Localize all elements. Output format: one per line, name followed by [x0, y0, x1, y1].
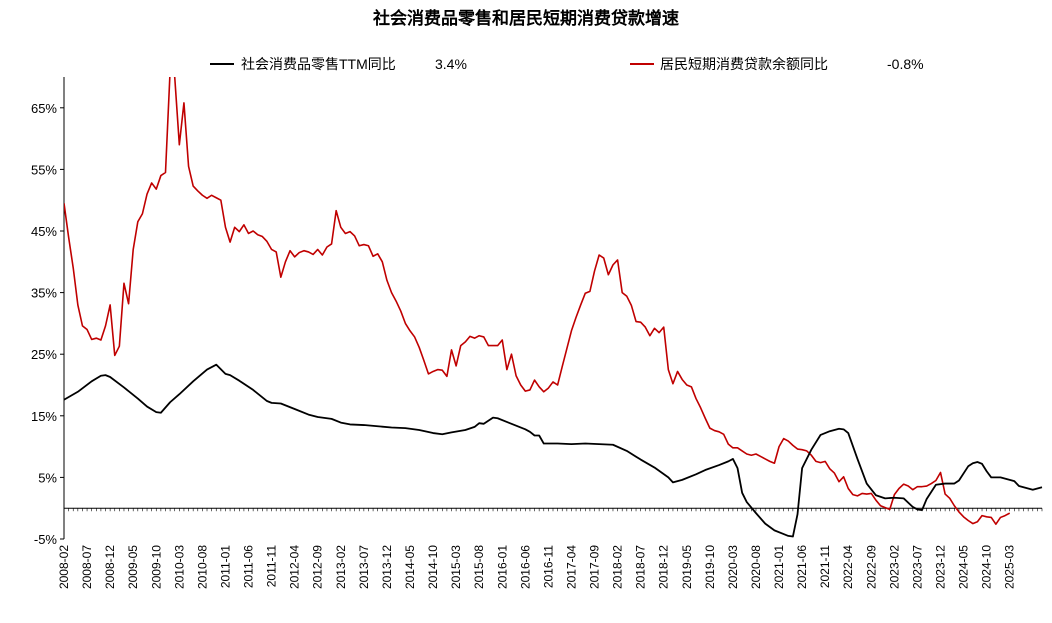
x-tick-label: 2010-03 — [172, 545, 186, 589]
x-tick-label: 2008-12 — [103, 545, 117, 589]
x-tick-label: 2009-05 — [126, 545, 140, 589]
x-tick-label: 2012-04 — [288, 545, 302, 589]
y-tick-label: 35% — [31, 286, 57, 301]
x-tick-label: 2022-04 — [841, 545, 855, 589]
x-tick-label: 2012-09 — [311, 545, 325, 589]
x-tick-label: 2011-06 — [242, 545, 256, 588]
legend-value-retail: 3.4% — [435, 56, 467, 72]
legend-label-loans: 居民短期消费贷款余额同比 — [660, 56, 828, 72]
x-tick-label: 2013-12 — [380, 545, 394, 589]
x-tick-label: 2023-07 — [910, 545, 924, 589]
x-tick-label: 2009-10 — [149, 545, 163, 589]
legend-label-retail: 社会消费品零售TTM同比 — [241, 56, 396, 72]
x-tick-label: 2023-12 — [934, 545, 948, 589]
series-layer — [64, 77, 1043, 538]
x-tick-label: 2016-01 — [495, 545, 509, 589]
x-tick-label: 2018-07 — [634, 545, 648, 589]
series-line-loans — [64, 77, 1011, 526]
x-tick-label: 2010-08 — [195, 545, 209, 589]
y-tick-label: 45% — [31, 224, 57, 239]
y-tick-label: 15% — [31, 409, 57, 424]
x-tick-label: 2011-01 — [218, 545, 232, 588]
x-tick-label: 2013-07 — [357, 545, 371, 589]
x-tick-label: 2025-03 — [1003, 545, 1017, 589]
x-tick-label: 2018-02 — [611, 545, 625, 589]
x-tick-label: 2016-06 — [518, 545, 532, 589]
x-tick-label: 2015-03 — [449, 545, 463, 589]
x-tick-label: 2014-10 — [426, 545, 440, 589]
series-line-retail — [64, 363, 1043, 538]
y-tick-label: -5% — [34, 532, 58, 547]
axes: -5% 5% 15% 25% 35% 45% 55% 65% 2008-02 2008-07 200… — [31, 77, 1043, 589]
legend: 社会消费品零售TTM同比 3.4% 居民短期消费贷款余额同比 -0.8% — [210, 56, 924, 72]
x-tick-label: 2008-07 — [80, 545, 94, 589]
x-tick-label: 2019-05 — [680, 545, 694, 589]
y-tick-label: 65% — [31, 101, 57, 116]
x-tick-label: 2020-08 — [749, 545, 763, 589]
x-tick-label: 2011-11 — [265, 545, 279, 588]
x-tick-label: 2014-05 — [403, 545, 417, 589]
x-tick-label: 2023-02 — [887, 545, 901, 589]
x-tick-label: 2024-05 — [957, 545, 971, 589]
chart-title: 社会消费品零售和居民短期消费贷款增速 — [372, 8, 679, 28]
x-tick-label: 2021-01 — [772, 545, 786, 589]
x-tick-label: 2021-06 — [795, 545, 809, 589]
x-tick-label: 2022-09 — [864, 545, 878, 589]
x-tick-label: 2024-10 — [980, 545, 994, 589]
y-tick-label: 5% — [38, 470, 57, 485]
x-tick-label: 2008-02 — [57, 545, 71, 589]
x-tick-label: 2019-10 — [703, 545, 717, 589]
x-tick-label: 2017-04 — [564, 545, 578, 589]
y-tick-label: 25% — [31, 347, 57, 362]
x-tick-label: 2017-09 — [588, 545, 602, 589]
y-tick-label: 55% — [31, 162, 57, 177]
legend-value-loans: -0.8% — [887, 56, 924, 72]
x-tick-label: 2021-11 — [818, 545, 832, 588]
x-tick-label: 2020-03 — [726, 545, 740, 589]
x-tick-label: 2016-11 — [541, 545, 555, 588]
x-tick-label: 2015-08 — [472, 545, 486, 589]
x-tick-label: 2018-12 — [657, 545, 671, 589]
x-tick-label: 2013-02 — [334, 545, 348, 589]
